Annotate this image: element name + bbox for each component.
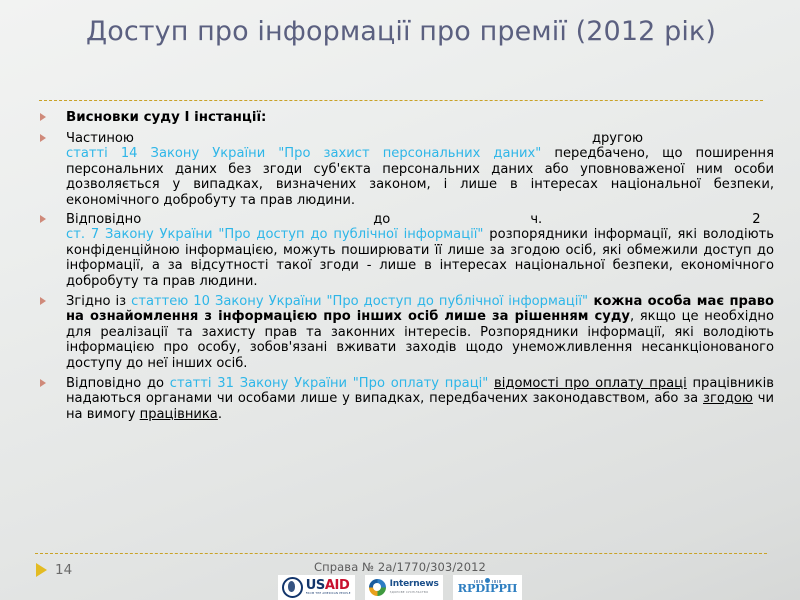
bullet-triangle-icon: [40, 378, 46, 387]
law-link-2[interactable]: ст. 7 Закону України "Про доступ до публ…: [66, 227, 484, 243]
run-text: розпорядники інформації, які володіють к…: [66, 227, 774, 289]
bullet-item-4: Відповідно до статті 31 Закону України "…: [34, 376, 774, 423]
run-text: ч.: [530, 211, 543, 227]
run-text: другою: [591, 130, 643, 146]
page-number-group: 14: [36, 562, 72, 578]
run-text: до: [373, 211, 391, 227]
usaid-word-secondary: AID: [324, 577, 350, 593]
law-link-4[interactable]: статті 31 Закону України "Про оплату пра…: [169, 375, 489, 391]
title-block: Доступ про інформації про премії (2012 р…: [40, 14, 762, 92]
slide-footer: 14 Справа № 2а/1770/303/2012 USAID FROM …: [0, 554, 800, 600]
bullet-triangle-icon: [40, 133, 46, 142]
rpdi-word: RPDIPPП: [457, 580, 518, 595]
law-link-1[interactable]: статті 14 Закону України "Про захист пер…: [66, 146, 542, 162]
rpdi-dots-icon: [473, 577, 501, 583]
logo-strip: USAID FROM THE AMERICAN PEOPLE Internews…: [0, 574, 800, 600]
bullet-item-0: Висновки суду І інстанції:: [34, 110, 774, 126]
bullet-triangle-icon: [40, 113, 46, 121]
run-text-emphasis: кожна особа має право на ознайомлення з …: [66, 293, 774, 325]
usaid-word-primary: US: [305, 577, 326, 593]
run-text: .: [217, 406, 222, 422]
run-text: Відповідно до: [66, 375, 170, 391]
run-text-underline: працівника: [139, 406, 218, 422]
internews-globe-icon: [368, 578, 386, 596]
bullet-text-0: Висновки суду І інстанції:: [66, 110, 267, 125]
bullet-item-3: Згідно із статтею 10 Закону України "Про…: [34, 294, 774, 372]
run-text: працівників надаються органами чи особам…: [66, 375, 774, 407]
title-divider: [39, 100, 763, 101]
internews-word: Internews: [389, 579, 439, 590]
bullet-triangle-icon: [40, 296, 46, 305]
run-text: Згідно із: [66, 293, 132, 309]
rpdi-logo: RPDIPPП: [452, 574, 523, 600]
bullet-item-2: Відповідно до ч. 2 ст. 7 Закону України "Про…: [34, 212, 774, 290]
bullet-item-1: Частиною другою статті 14 Закону України "…: [34, 131, 774, 209]
usaid-tagline: FROM THE AMERICAN PEOPLE: [305, 591, 351, 595]
run-text: Відповідно: [66, 211, 142, 227]
law-link-3[interactable]: статтею 10 Закону України "Про доступ до…: [131, 293, 589, 309]
run-text: чи на вимогу: [66, 391, 774, 422]
case-number: Справа № 2а/1770/303/2012: [314, 560, 486, 574]
run-text: передбачено, що поширення персональних д…: [66, 146, 774, 208]
page-title: Доступ про інформації про премії (2012 р…: [86, 16, 716, 47]
play-triangle-icon: [36, 563, 47, 577]
internews-tagline: ЗДОРОВЕ СУСПІЛЬСТВО: [389, 589, 429, 594]
run-text: Частиною: [66, 130, 134, 146]
footer-divider: [35, 553, 767, 554]
slide-body: Висновки суду І інстанції: Частиною друго…: [34, 110, 774, 534]
usaid-seal-icon: [281, 576, 303, 598]
run-text: , якщо це необхідно для реалізації та за…: [66, 309, 775, 371]
run-text-underline: відомості про оплату праці: [494, 375, 687, 391]
bullet-triangle-icon: [40, 214, 46, 223]
run-text-underline: згодою: [703, 391, 753, 407]
page-number: 14: [55, 562, 73, 578]
internews-logo: Internews ЗДОРОВЕ СУСПІЛЬСТВО: [364, 574, 443, 600]
run-text: 2: [752, 211, 761, 227]
usaid-logo: USAID FROM THE AMERICAN PEOPLE: [277, 574, 355, 600]
